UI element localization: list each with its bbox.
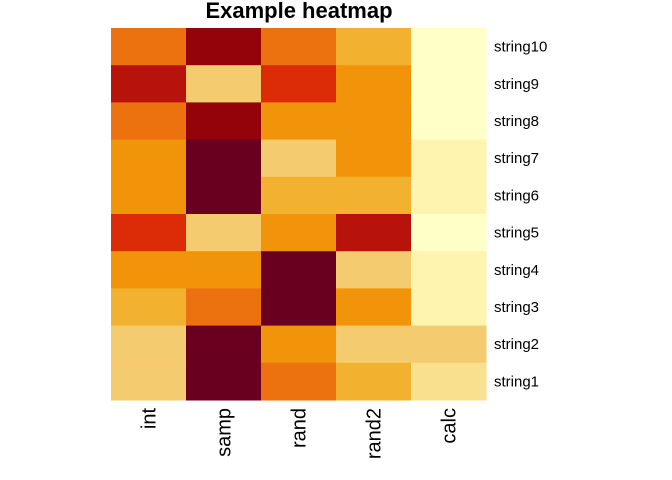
heatmap-cell-string5-samp: [186, 214, 262, 252]
heatmap-cell-string3-calc: [411, 288, 487, 327]
row-label-string1: string1: [494, 373, 539, 390]
heatmap-cell-string7-rand2: [336, 139, 412, 178]
heatmap-cell-string10-rand2: [336, 28, 412, 66]
column-label-samp: samp: [214, 408, 236, 457]
heatmap-cell-string5-rand2: [336, 214, 412, 252]
heatmap-cell-string1-samp: [186, 362, 262, 401]
heatmap-cell-string1-calc: [411, 362, 487, 401]
row-label-string6: string6: [494, 187, 539, 204]
heatmap-cell-string9-int: [111, 65, 187, 103]
heatmap-cell-string5-calc: [411, 214, 487, 252]
heatmap-cell-string5-int: [111, 214, 187, 252]
heatmap-cell-string3-int: [111, 288, 187, 327]
heatmap-cell-string2-calc: [411, 325, 487, 364]
heatmap-cell-string8-rand2: [336, 102, 412, 141]
row-label-string5: string5: [494, 225, 539, 242]
heatmap-cell-string1-int: [111, 362, 187, 401]
heatmap-cell-string4-calc: [411, 251, 487, 289]
row-label-string2: string2: [494, 336, 539, 353]
heatmap-cell-string6-rand2: [336, 176, 412, 215]
column-label-int: int: [139, 408, 161, 430]
heatmap-cell-string4-samp: [186, 251, 262, 289]
heatmap-cell-string2-rand2: [336, 325, 412, 364]
chart-title: Example heatmap: [205, 0, 392, 23]
heatmap-cell-string10-rand: [261, 28, 337, 66]
column-label-calc: calc: [439, 408, 461, 444]
heatmap-cell-string8-int: [111, 102, 187, 141]
row-label-string10: string10: [494, 39, 547, 56]
heatmap-cell-string2-samp: [186, 325, 262, 364]
heatmap-cell-string7-samp: [186, 139, 262, 178]
heatmap-cell-string3-rand: [261, 288, 337, 327]
heatmap-cell-string8-samp: [186, 102, 262, 141]
heatmap-cell-string5-rand: [261, 214, 337, 252]
heatmap-cell-string6-rand: [261, 176, 337, 215]
column-label-rand2: rand2: [364, 408, 386, 459]
heatmap-cell-string10-int: [111, 28, 187, 66]
heatmap-cell-string10-samp: [186, 28, 262, 66]
heatmap-cell-string7-int: [111, 139, 187, 178]
heatmap-cell-string3-samp: [186, 288, 262, 327]
heatmap-cell-string9-calc: [411, 65, 487, 103]
heatmap-cell-string7-calc: [411, 139, 487, 178]
row-label-string4: string4: [494, 262, 539, 279]
heatmap-cell-string9-samp: [186, 65, 262, 103]
heatmap-cell-string3-rand2: [336, 288, 412, 327]
row-label-string8: string8: [494, 113, 539, 130]
column-labels: int samp rand rand2 calc: [139, 408, 461, 460]
heatmap-cell-string2-int: [111, 325, 187, 364]
heatmap-cell-string2-rand: [261, 325, 337, 364]
row-label-string7: string7: [494, 150, 539, 167]
heatmap-cell-string1-rand2: [336, 362, 412, 401]
column-label-rand: rand: [289, 408, 311, 448]
heatmap-cell-string4-rand: [261, 251, 337, 289]
heatmap-cell-string6-int: [111, 176, 187, 215]
heatmap-cells: [111, 28, 487, 401]
heatmap-cell-string9-rand: [261, 65, 337, 103]
row-label-string3: string3: [494, 299, 539, 316]
heatmap-cell-string7-rand: [261, 139, 337, 178]
row-label-string9: string9: [494, 76, 539, 93]
heatmap-cell-string1-rand: [261, 362, 337, 401]
heatmap-cell-string4-rand2: [336, 251, 412, 289]
heatmap-cell-string10-calc: [411, 28, 487, 66]
row-labels: string10 string9 string8 string7 string6 stri…: [494, 39, 547, 391]
heatmap-cell-string9-rand2: [336, 65, 412, 103]
heatmap-cell-string6-samp: [186, 176, 262, 215]
heatmap-cell-string6-calc: [411, 176, 487, 215]
heatmap-cell-string8-calc: [411, 102, 487, 141]
heatmap-cell-string8-rand: [261, 102, 337, 141]
heatmap-cell-string4-int: [111, 251, 187, 289]
